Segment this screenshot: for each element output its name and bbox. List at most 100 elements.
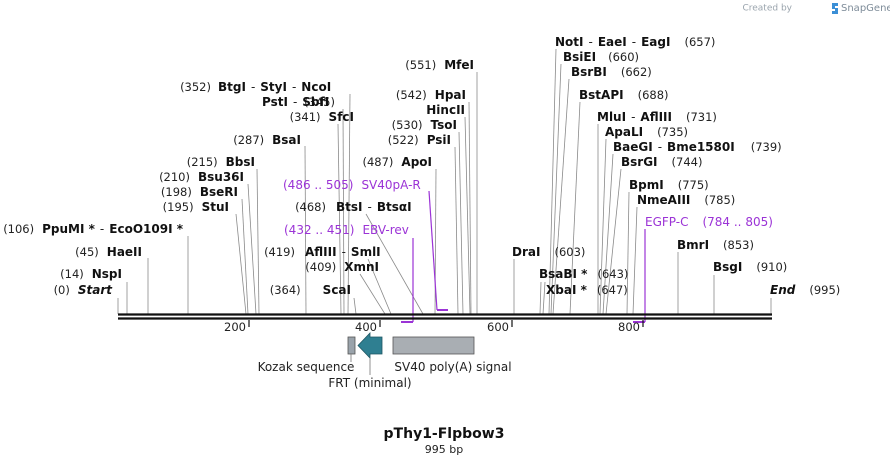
site-pos: (522) — [388, 133, 419, 147]
site-name: BtgI — [218, 80, 246, 94]
leader-xbai — [539, 281, 542, 315]
site-pos: (657) — [684, 35, 715, 49]
site-label-bsabi[interactable]: BsaBI * (643) — [539, 267, 628, 281]
site-label-ppumi-eco0109i[interactable]: (106) PpuMI * - EcoO109I * — [3, 222, 184, 236]
site-sep: - — [368, 200, 372, 214]
features: Kozak sequence FRT (minimal) SV40 poly(A… — [258, 332, 512, 390]
site-pos: (853) — [723, 238, 754, 252]
leader-bstapi — [569, 101, 581, 315]
primer-label-sv40pa-r[interactable]: (486 .. 505) SV40pA-R — [283, 178, 421, 192]
site-label-afliii-smli-names[interactable]: AflIII - SmlI — [305, 245, 381, 259]
site-label-btsi[interactable]: (468) — [295, 200, 326, 214]
site-label-nspi[interactable]: (14) NspI — [60, 267, 122, 281]
site-name: ApaLI — [605, 125, 643, 139]
backbone — [118, 313, 772, 320]
site-label-psii[interactable]: (522) PsiI — [388, 133, 451, 147]
leader-hpai — [468, 101, 472, 315]
site-leaders — [117, 48, 772, 315]
site-pos: (468) — [295, 200, 326, 214]
site-label-afliii-smli[interactable]: (419) — [264, 245, 295, 259]
ruler-tick-label: 400 — [355, 320, 377, 334]
site-label-bsrbi[interactable]: BsrBI (662) — [571, 65, 652, 79]
site-sep: - — [100, 222, 104, 236]
site-pos: (995) — [809, 283, 840, 297]
site-name: BseRI — [200, 185, 238, 199]
site-name: SmlI — [351, 245, 381, 259]
site-label-nmeaiii[interactable]: NmeAIII (785) — [637, 193, 735, 207]
site-pos: (542) — [396, 88, 427, 102]
site-pos: (45) — [75, 245, 99, 259]
primer-name: SV40pA-R — [361, 178, 420, 192]
feature-sv40-polya-signal[interactable] — [392, 336, 475, 355]
site-pos: (215) — [187, 155, 218, 169]
site-name: BmrI — [677, 238, 709, 252]
feature-kozak-sequence[interactable] — [347, 336, 356, 355]
site-label-bsu36i[interactable]: (210) Bsu36I — [159, 170, 244, 184]
site-name: EaeI — [598, 35, 627, 49]
site-label-apoi[interactable]: (487) ApoI — [362, 155, 432, 169]
site-pos: (14) — [60, 267, 84, 281]
primer-label-ebv-rev[interactable]: (432 .. 451) EBV-rev — [284, 223, 409, 237]
site-sep: - — [658, 140, 662, 154]
site-label-bsrgi[interactable]: BsrGI (744) — [621, 155, 702, 169]
site-pos: (643) — [597, 267, 628, 281]
site-label-btgi-styi-ncoi[interactable]: (352) — [180, 80, 211, 94]
site-sep: - — [631, 110, 635, 124]
site-label-tsoi[interactable]: (530) TsoI — [392, 118, 457, 132]
primer-name: EGFP-C — [645, 215, 688, 229]
site-label-hpai[interactable]: (542) HpaI — [396, 88, 466, 102]
site-name: BsrBI — [571, 65, 607, 79]
site-label-hincii[interactable]: HincII — [426, 103, 465, 117]
site-label-btsi-names[interactable]: BtsI - BtsαI — [336, 200, 412, 214]
site-label-noti-eaei-eagi[interactable]: NotI - EaeI - EagI (657) — [555, 35, 715, 49]
site-label-bsiei[interactable]: BsiEI (660) — [563, 50, 639, 64]
site-label-psti-sbfi-names[interactable]: PstI - SbfI — [262, 95, 329, 109]
site-label-bsgi[interactable]: BsgI (910) — [713, 260, 787, 274]
site-label-bbsi[interactable]: (215) BbsI — [187, 155, 255, 169]
site-label-bseri[interactable]: (198) BseRI — [161, 185, 238, 199]
feature-frt-minimal[interactable] — [357, 332, 383, 359]
site-label-xmni[interactable]: (409) XmnI — [305, 260, 379, 274]
map-title: pThy1-Flpbow3 995 bp — [384, 426, 505, 456]
site-name: Start — [78, 283, 113, 297]
site-pos: (660) — [608, 50, 639, 64]
site-label-psti-sbfi[interactable]: (345) — [304, 95, 335, 109]
site-name: BaeGI — [613, 140, 653, 154]
site-label-haeii[interactable]: (45) HaeII — [75, 245, 142, 259]
site-sep: - — [589, 35, 593, 49]
site-label-btgi-styi-ncoi-names[interactable]: BtgI - StyI - NcoI — [218, 80, 331, 94]
site-pos: (409) — [305, 260, 336, 274]
site-label-mfei[interactable]: (551) MfeI — [405, 58, 474, 72]
site-label-sfci[interactable]: (341) SfcI — [290, 110, 354, 124]
plasmid-name: pThy1-Flpbow3 — [384, 426, 505, 442]
primer-labels: (486 .. 505) SV40pA-R (432 .. 451) EBV-rev… — [283, 178, 773, 237]
site-label-mlui-afliii[interactable]: MluI - AflIII (731) — [597, 110, 717, 124]
site-label-apali[interactable]: ApaLI (735) — [605, 125, 688, 139]
snapgene-logo-icon — [832, 3, 838, 14]
site-name: BbsI — [226, 155, 255, 169]
site-label-bpmi[interactable]: BpmI (775) — [629, 178, 709, 192]
site-label-stui[interactable]: (195) StuI — [163, 200, 229, 214]
site-name: PsiI — [427, 133, 451, 147]
site-label-end[interactable]: End (995) — [770, 283, 840, 297]
leader-bseri — [241, 198, 249, 315]
site-label-drai[interactable]: DraI (603) — [512, 245, 585, 259]
site-label-bmri[interactable]: BmrI (853) — [677, 238, 754, 252]
site-name: BsaI — [272, 133, 301, 147]
site-pos: (735) — [657, 125, 688, 139]
site-pos: (195) — [163, 200, 194, 214]
site-name: NspI — [92, 267, 122, 281]
site-name: ApoI — [401, 155, 432, 169]
site-label-scai[interactable]: (364) ScaI — [270, 283, 351, 297]
leader-tsoi — [458, 131, 464, 315]
site-labels: (0) Start (14) NspI (45) HaeII (106) PpuMI *… — [3, 35, 840, 297]
site-label-start[interactable]: (0) Start — [54, 283, 114, 297]
primer-label-egfp-c[interactable]: EGFP-C (784 .. 805) — [645, 215, 773, 229]
site-label-bstapi[interactable]: BstAPI (688) — [579, 88, 669, 102]
leader-psti — [342, 108, 345, 315]
site-label-bsai[interactable]: (287) BsaI — [233, 133, 301, 147]
leader-nmeaiii — [632, 206, 638, 315]
site-label-baegi-bme1580i[interactable]: BaeGI - Bme1580I (739) — [613, 140, 782, 154]
site-label-xbai[interactable]: XbaI * (647) — [546, 283, 628, 297]
leader-bsai — [304, 145, 307, 315]
